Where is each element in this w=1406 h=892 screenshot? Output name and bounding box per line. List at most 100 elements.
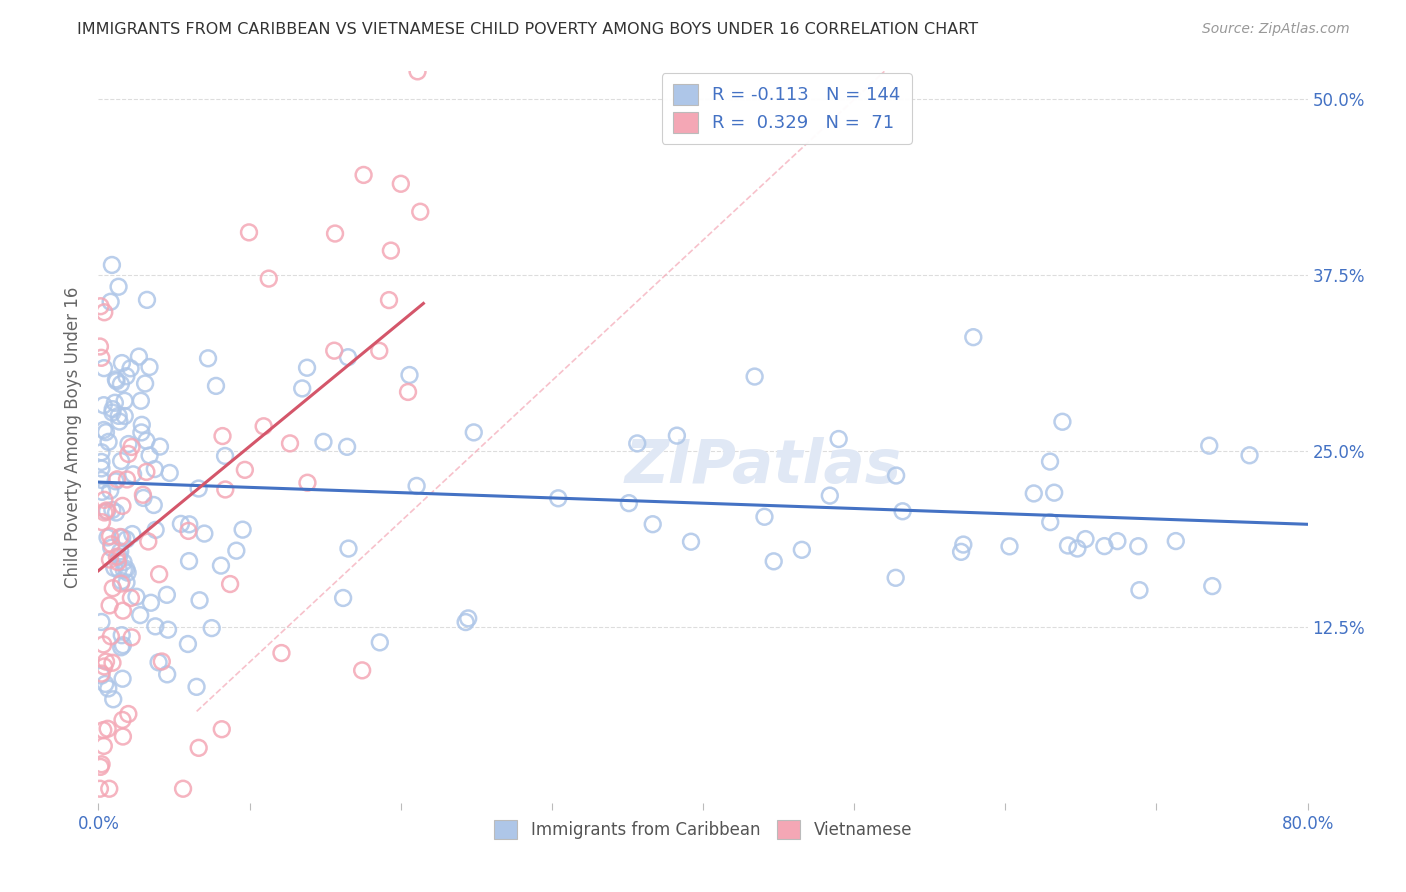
- Point: [98, 599, 121, 613]
- Point: [148, 656, 170, 670]
- Point: [98, 483, 121, 498]
- Point: [187, 482, 209, 496]
- Text: Source: ZipAtlas.com: Source: ZipAtlas.com: [1202, 22, 1350, 37]
- Point: [145, 523, 167, 537]
- Point: [93, 423, 115, 437]
- Point: [115, 562, 138, 576]
- Point: [101, 503, 124, 517]
- Point: [100, 537, 122, 551]
- Point: [827, 432, 849, 446]
- Point: [323, 227, 346, 241]
- Point: [98, 529, 121, 543]
- Point: [129, 608, 152, 623]
- Point: [1092, 539, 1115, 553]
- Point: [111, 356, 134, 370]
- Point: [93, 492, 115, 507]
- Point: [90, 666, 112, 681]
- Point: [337, 541, 360, 556]
- Point: [107, 555, 129, 569]
- Point: [380, 244, 402, 258]
- Point: [297, 475, 319, 490]
- Point: [104, 396, 127, 410]
- Point: [90, 445, 112, 459]
- Point: [105, 549, 128, 564]
- Point: [409, 204, 432, 219]
- Point: [93, 305, 115, 319]
- Point: [143, 462, 166, 476]
- Point: [101, 258, 124, 272]
- Point: [1022, 486, 1045, 500]
- Point: [396, 384, 419, 399]
- Point: [111, 531, 134, 545]
- Y-axis label: Child Poverty Among Boys Under 16: Child Poverty Among Boys Under 16: [65, 286, 83, 588]
- Point: [94, 677, 117, 691]
- Point: [378, 293, 401, 307]
- Point: [142, 498, 165, 512]
- Point: [117, 566, 139, 580]
- Point: [143, 619, 166, 633]
- Point: [1198, 439, 1220, 453]
- Point: [111, 638, 134, 652]
- Point: [103, 692, 125, 706]
- Point: [134, 376, 156, 391]
- Point: [97, 434, 120, 449]
- Point: [1043, 485, 1066, 500]
- Point: [219, 577, 242, 591]
- Point: [111, 672, 134, 686]
- Point: [211, 723, 233, 737]
- Point: [1066, 541, 1088, 556]
- Point: [93, 398, 115, 412]
- Point: [617, 496, 640, 510]
- Point: [1057, 539, 1080, 553]
- Point: [679, 534, 702, 549]
- Point: [291, 381, 314, 395]
- Point: [128, 350, 150, 364]
- Point: [110, 576, 132, 591]
- Point: [111, 604, 134, 618]
- Point: [278, 436, 301, 450]
- Point: [112, 555, 135, 569]
- Point: [105, 506, 128, 520]
- Point: [100, 629, 122, 643]
- Point: [125, 590, 148, 604]
- Point: [170, 516, 193, 531]
- Point: [950, 545, 973, 559]
- Point: [96, 503, 118, 517]
- Point: [120, 591, 142, 605]
- Point: [205, 379, 228, 393]
- Point: [295, 360, 318, 375]
- Point: [110, 544, 132, 558]
- Point: [101, 656, 124, 670]
- Point: [107, 409, 129, 423]
- Point: [238, 226, 260, 240]
- Point: [108, 530, 131, 544]
- Point: [111, 628, 134, 642]
- Point: [107, 562, 129, 576]
- Point: [214, 449, 236, 463]
- Point: [209, 558, 232, 573]
- Point: [91, 723, 114, 738]
- Point: [186, 680, 208, 694]
- Point: [120, 361, 142, 376]
- Point: [89, 760, 111, 774]
- Point: [105, 472, 128, 486]
- Point: [352, 664, 374, 678]
- Point: [136, 534, 159, 549]
- Point: [1107, 534, 1129, 549]
- Point: [952, 538, 974, 552]
- Point: [108, 415, 131, 429]
- Point: [177, 524, 200, 538]
- Point: [131, 425, 153, 440]
- Point: [232, 523, 254, 537]
- Point: [962, 330, 984, 344]
- Point: [94, 655, 117, 669]
- Point: [1201, 579, 1223, 593]
- Point: [1039, 454, 1062, 468]
- Point: [197, 351, 219, 366]
- Point: [641, 517, 664, 532]
- Point: [89, 781, 111, 796]
- Point: [1164, 534, 1187, 549]
- Point: [131, 417, 153, 432]
- Point: [110, 454, 132, 468]
- Point: [90, 668, 112, 682]
